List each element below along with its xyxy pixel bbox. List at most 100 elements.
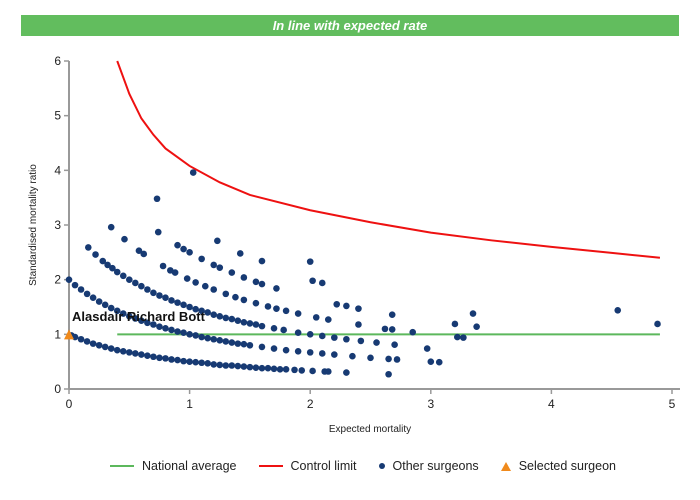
other-surgeon-point xyxy=(138,282,145,290)
other-surgeon-point xyxy=(423,345,431,352)
other-surgeon-point xyxy=(101,301,109,309)
other-surgeon-point xyxy=(270,345,278,352)
other-surgeon-point xyxy=(294,310,302,317)
other-surgeon-point xyxy=(614,306,622,314)
other-surgeon-point xyxy=(355,321,362,328)
other-surgeon-point xyxy=(232,293,239,301)
other-surgeon-point xyxy=(318,332,326,340)
other-surgeon-point xyxy=(174,299,181,306)
legend: National average Control limit Other sur… xyxy=(110,459,616,473)
other-surgeon-point xyxy=(349,352,356,360)
other-surgeon-point xyxy=(198,333,205,341)
other-surgeon-point xyxy=(198,359,205,367)
y-axis-label: Standardised mortality ratio xyxy=(28,164,39,286)
other-surgeon-point xyxy=(174,241,181,249)
other-surgeon-point xyxy=(291,366,298,374)
other-surgeon-point xyxy=(258,280,266,288)
other-surgeon-point xyxy=(132,315,139,322)
other-surgeon-point xyxy=(333,300,341,308)
x-axis-label: Expected mortality xyxy=(329,424,411,435)
other-surgeon-point xyxy=(126,276,133,283)
other-surgeon-point xyxy=(357,337,365,345)
other-surgeon-point xyxy=(236,250,244,257)
other-surgeon-point xyxy=(388,326,396,333)
other-surgeon-point xyxy=(216,312,224,320)
y-tick-label: 3 xyxy=(54,218,61,232)
other-surgeon-point xyxy=(210,361,218,368)
other-surgeon-point xyxy=(222,362,230,369)
other-surgeon-point xyxy=(192,358,199,366)
other-surgeon-point xyxy=(83,290,91,298)
status-banner: In line with expected rate xyxy=(21,15,679,36)
other-surgeon-point xyxy=(180,301,187,309)
other-surgeon-point xyxy=(162,294,169,302)
other-surgeon-point xyxy=(150,321,157,328)
other-surgeon-point xyxy=(435,358,443,366)
other-surgeon-point xyxy=(228,339,236,346)
other-surgeon-point xyxy=(144,352,151,359)
other-surgeon-point xyxy=(109,264,116,272)
other-surgeon-point xyxy=(180,245,187,253)
other-surgeon-point xyxy=(216,337,224,344)
other-surgeon-point xyxy=(150,289,157,297)
other-surgeon-point xyxy=(89,340,97,347)
other-surgeon-point xyxy=(83,338,91,345)
triangle-swatch xyxy=(500,461,511,471)
other-surgeon-point xyxy=(258,322,266,330)
other-surgeon-point xyxy=(240,363,248,370)
other-surgeon-point xyxy=(388,311,396,318)
y-tick-label: 5 xyxy=(54,109,61,123)
other-surgeon-point xyxy=(427,358,435,365)
other-surgeon-point xyxy=(189,169,197,176)
other-surgeon-point xyxy=(258,364,266,372)
dot-swatch xyxy=(378,463,385,469)
y-tick-label: 1 xyxy=(54,327,61,341)
other-surgeon-point xyxy=(132,350,139,357)
other-surgeon-point xyxy=(280,326,287,334)
other-surgeon-point xyxy=(144,319,151,327)
other-surgeon-point xyxy=(183,275,191,282)
other-surgeon-point xyxy=(171,269,179,276)
other-surgeon-point xyxy=(234,317,242,324)
other-surgeon-point xyxy=(119,272,127,280)
other-surgeon-point xyxy=(460,334,467,341)
other-surgeon-point xyxy=(156,292,163,299)
other-surgeon-point xyxy=(222,314,230,322)
other-surgeon-point xyxy=(234,340,242,347)
other-surgeon-point xyxy=(198,307,205,315)
other-surgeon-point xyxy=(186,249,193,256)
other-surgeon-point xyxy=(469,310,477,317)
other-surgeon-point xyxy=(107,304,115,312)
other-surgeon-point xyxy=(294,347,302,355)
other-surgeon-point xyxy=(270,365,278,373)
other-surgeon-point xyxy=(65,276,73,283)
x-tick-label: 3 xyxy=(427,397,434,411)
other-surgeon-point xyxy=(144,286,151,293)
other-surgeon-point xyxy=(113,307,121,315)
other-surgeon-point xyxy=(391,341,398,349)
other-surgeon-point xyxy=(228,362,236,369)
other-surgeon-point xyxy=(107,345,115,352)
other-surgeon-point xyxy=(201,282,209,290)
other-surgeon-point xyxy=(101,343,109,351)
other-surgeon-point xyxy=(180,357,187,365)
other-surgeon-point xyxy=(121,235,128,243)
other-surgeon-point xyxy=(210,261,218,269)
other-surgeon-point xyxy=(162,355,169,362)
other-surgeon-point xyxy=(306,349,314,356)
x-tick-label: 2 xyxy=(307,397,314,411)
other-surgeon-point xyxy=(132,279,139,287)
other-surgeon-point xyxy=(138,317,145,324)
other-surgeon-point xyxy=(234,362,242,370)
other-surgeon-point xyxy=(252,278,260,286)
legend-item-control-limit: Control limit xyxy=(258,459,357,473)
other-surgeon-point xyxy=(252,321,260,328)
other-surgeon-point xyxy=(331,351,338,358)
other-surgeon-point xyxy=(204,334,211,342)
other-surgeon-point xyxy=(186,303,193,311)
chart-marks xyxy=(64,60,661,378)
other-surgeon-point xyxy=(294,329,302,336)
other-surgeon-point xyxy=(282,366,290,373)
y-tick-label: 4 xyxy=(54,163,61,177)
